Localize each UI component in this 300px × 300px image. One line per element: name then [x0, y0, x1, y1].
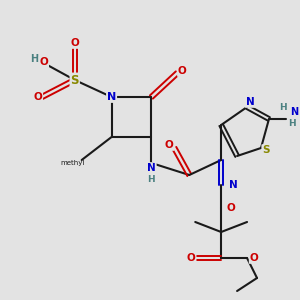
Text: O: O [165, 140, 174, 150]
Text: S: S [262, 145, 270, 155]
Text: O: O [178, 66, 187, 76]
Text: N: N [107, 92, 116, 102]
Text: H: H [30, 54, 38, 64]
Text: H: H [148, 176, 155, 184]
Text: O: O [187, 253, 196, 263]
Text: N: N [229, 180, 238, 190]
Text: H: H [288, 119, 296, 128]
Text: H: H [279, 103, 286, 112]
Text: O: O [40, 57, 48, 67]
Text: O: O [34, 92, 42, 102]
Text: O: O [227, 203, 236, 213]
Text: N: N [246, 97, 254, 107]
Text: methyl: methyl [61, 160, 85, 166]
Text: O: O [70, 38, 79, 48]
Text: S: S [70, 74, 79, 86]
Text: N: N [147, 163, 156, 173]
Text: N: N [290, 107, 298, 117]
Text: O: O [250, 253, 258, 263]
